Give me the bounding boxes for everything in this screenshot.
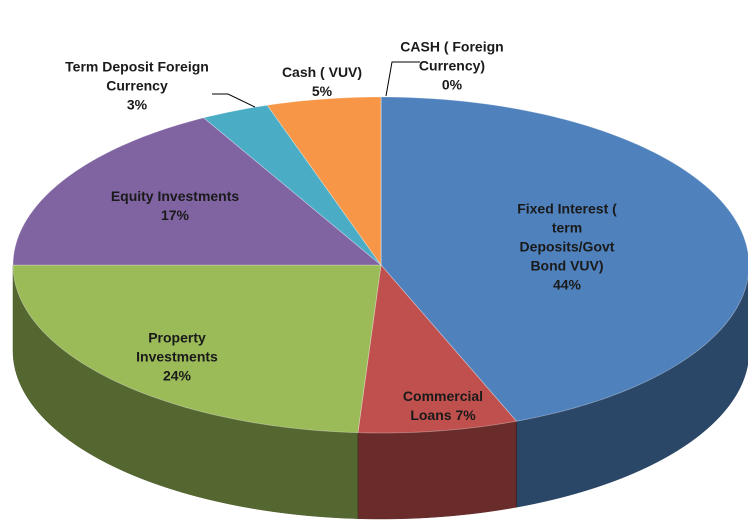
value-label: 44% bbox=[552, 276, 582, 293]
slice bbox=[12, 264, 382, 434]
category-label: Fixed Interest ( term Deposits/Govt Bond… bbox=[517, 200, 617, 274]
leader-line bbox=[212, 93, 256, 108]
category-label: Term Deposit Foreign Currency bbox=[65, 58, 209, 94]
category-label: CASH ( Foreign Currency) bbox=[400, 38, 504, 74]
slice bbox=[266, 96, 382, 267]
category-label: Equity Investments bbox=[110, 188, 240, 204]
value-label: 17% bbox=[160, 207, 190, 223]
value-label: 7% bbox=[455, 407, 476, 423]
category-label: Commercial Loans bbox=[402, 388, 484, 423]
data-label: Commercial Loans 7% bbox=[393, 387, 493, 425]
slice bbox=[12, 117, 383, 266]
value-label: 0% bbox=[441, 76, 463, 93]
value-label: 3% bbox=[126, 96, 148, 113]
data-label: Term Deposit Foreign Currency 3% bbox=[57, 58, 217, 115]
data-label: Property Investments 24% bbox=[117, 329, 237, 386]
data-label: CASH ( Foreign Currency) 0% bbox=[387, 38, 517, 95]
data-label: Equity Investments 17% bbox=[75, 187, 275, 225]
value-label: 24% bbox=[162, 367, 192, 384]
slice bbox=[380, 96, 748, 422]
leader-line bbox=[385, 61, 420, 97]
value-label: 5% bbox=[311, 83, 333, 99]
slice-side bbox=[357, 420, 517, 520]
slice bbox=[357, 264, 518, 434]
category-label: Cash ( VUV) bbox=[281, 64, 363, 80]
data-label: Cash ( VUV) 5% bbox=[272, 63, 372, 101]
slice bbox=[202, 104, 382, 266]
data-label: Fixed Interest ( term Deposits/Govt Bond… bbox=[505, 200, 630, 295]
category-label: Property Investments bbox=[136, 329, 218, 365]
